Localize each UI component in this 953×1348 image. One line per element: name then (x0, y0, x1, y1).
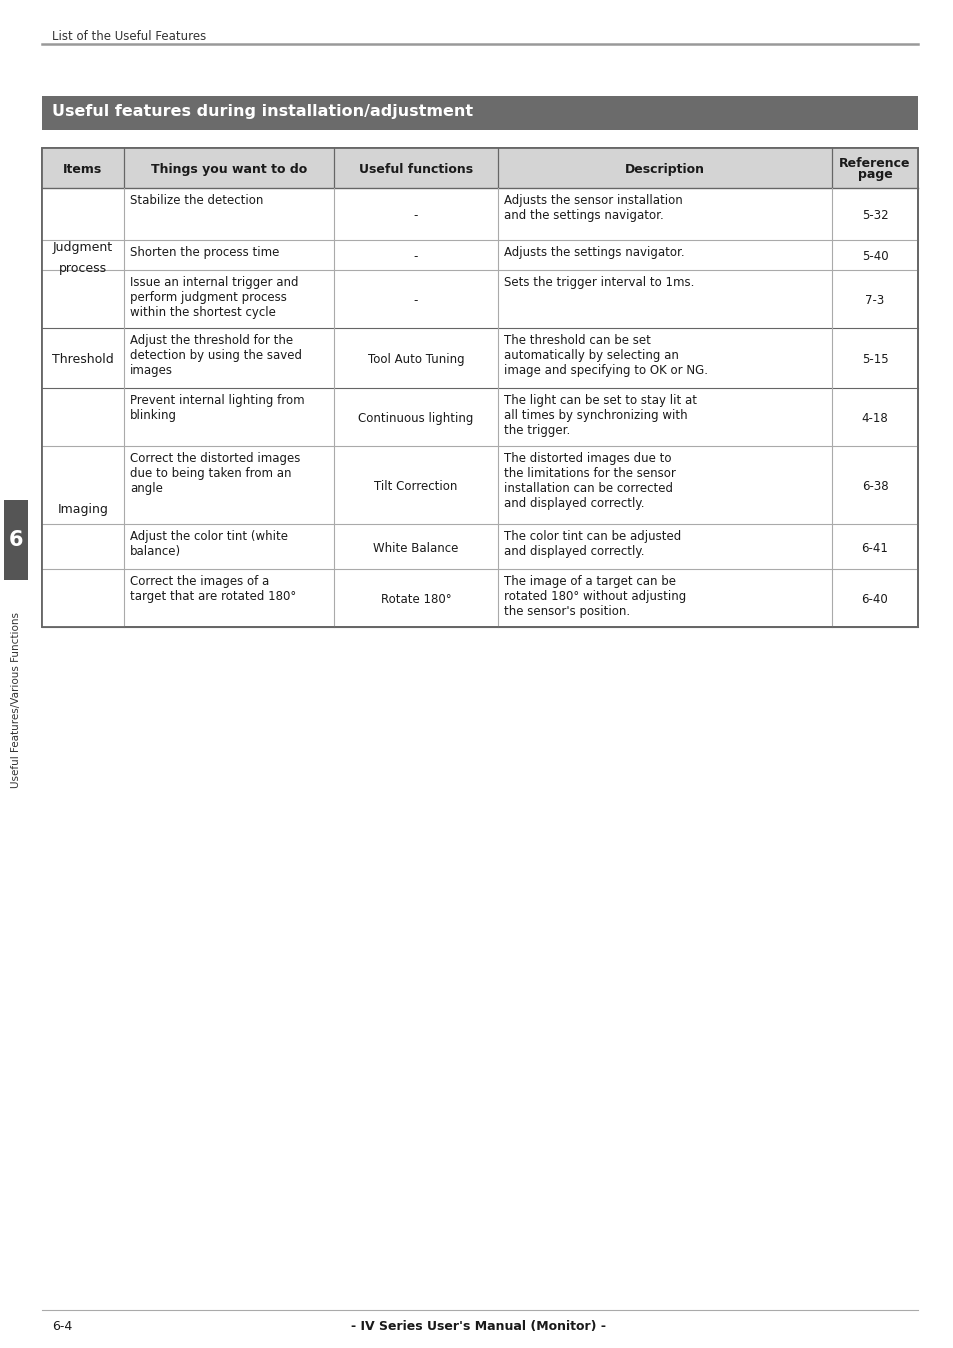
Text: Tilt Correction: Tilt Correction (374, 480, 457, 493)
Text: The distorted images due to
the limitations for the sensor
installation can be c: The distorted images due to the limitati… (503, 452, 675, 510)
Text: List of the Useful Features: List of the Useful Features (52, 30, 206, 43)
Text: The threshold can be set
automatically by selecting an
image and specifying to O: The threshold can be set automatically b… (503, 334, 707, 377)
Text: The color tint can be adjusted
and displayed correctly.: The color tint can be adjusted and displ… (503, 530, 680, 558)
Text: page: page (857, 168, 891, 181)
Text: Adjust the color tint (white
balance): Adjust the color tint (white balance) (130, 530, 288, 558)
Text: Shorten the process time: Shorten the process time (130, 245, 279, 259)
Text: 6-41: 6-41 (861, 542, 887, 554)
Text: Things you want to do: Things you want to do (151, 163, 307, 177)
Text: 6-4: 6-4 (52, 1320, 72, 1333)
Text: 6: 6 (9, 530, 23, 550)
Text: 5-15: 5-15 (861, 353, 887, 367)
Bar (42, 96, 917, 129)
Text: Adjust the threshold for the
detection by using the saved
images: Adjust the threshold for the detection b… (130, 334, 302, 377)
Text: 4-18: 4-18 (861, 412, 887, 425)
Bar (4, 500, 28, 580)
Bar (42, 388, 124, 627)
Text: Sets the trigger interval to 1ms.: Sets the trigger interval to 1ms. (503, 276, 694, 288)
Text: -: - (414, 249, 417, 263)
Text: White Balance: White Balance (373, 542, 458, 554)
Text: 7-3: 7-3 (864, 294, 883, 307)
Text: Judgment: Judgment (52, 241, 113, 253)
Text: The image of a target can be
rotated 180° without adjusting
the sensor's positio: The image of a target can be rotated 180… (503, 576, 685, 617)
Text: Tool Auto Tuning: Tool Auto Tuning (367, 353, 464, 367)
Bar (42, 148, 917, 187)
Text: Reference: Reference (839, 156, 910, 170)
Text: process: process (59, 262, 107, 275)
Text: The light can be set to stay lit at
all times by synchronizing with
the trigger.: The light can be set to stay lit at all … (503, 394, 697, 437)
Text: 5-40: 5-40 (861, 249, 887, 263)
Bar (42, 328, 124, 388)
Text: Useful features during installation/adjustment: Useful features during installation/adju… (52, 104, 473, 119)
Text: 6-38: 6-38 (861, 480, 887, 493)
Bar (42, 187, 124, 328)
Text: Issue an internal trigger and
perform judgment process
within the shortest cycle: Issue an internal trigger and perform ju… (130, 276, 298, 319)
Bar (42, 148, 917, 627)
Text: Rotate 180°: Rotate 180° (380, 593, 451, 607)
Text: Adjusts the settings navigator.: Adjusts the settings navigator. (503, 245, 684, 259)
Text: Continuous lighting: Continuous lighting (358, 412, 474, 425)
Text: Stabilize the detection: Stabilize the detection (130, 194, 263, 208)
Text: Useful functions: Useful functions (358, 163, 473, 177)
Text: Threshold: Threshold (52, 353, 113, 367)
Text: Description: Description (624, 163, 704, 177)
Text: Items: Items (63, 163, 103, 177)
Text: -: - (414, 209, 417, 222)
Text: Adjusts the sensor installation
and the settings navigator.: Adjusts the sensor installation and the … (503, 194, 682, 222)
Text: Useful Features/Various Functions: Useful Features/Various Functions (11, 612, 21, 789)
Bar (42, 148, 917, 627)
Text: Correct the images of a
target that are rotated 180°: Correct the images of a target that are … (130, 576, 296, 603)
Text: - IV Series User's Manual (Monitor) -: - IV Series User's Manual (Monitor) - (351, 1320, 606, 1333)
Text: Correct the distorted images
due to being taken from an
angle: Correct the distorted images due to bein… (130, 452, 300, 495)
Text: 6-40: 6-40 (861, 593, 887, 607)
Text: 5-32: 5-32 (861, 209, 887, 222)
Text: Prevent internal lighting from
blinking: Prevent internal lighting from blinking (130, 394, 304, 422)
Text: Imaging: Imaging (57, 503, 109, 515)
Text: -: - (414, 294, 417, 307)
